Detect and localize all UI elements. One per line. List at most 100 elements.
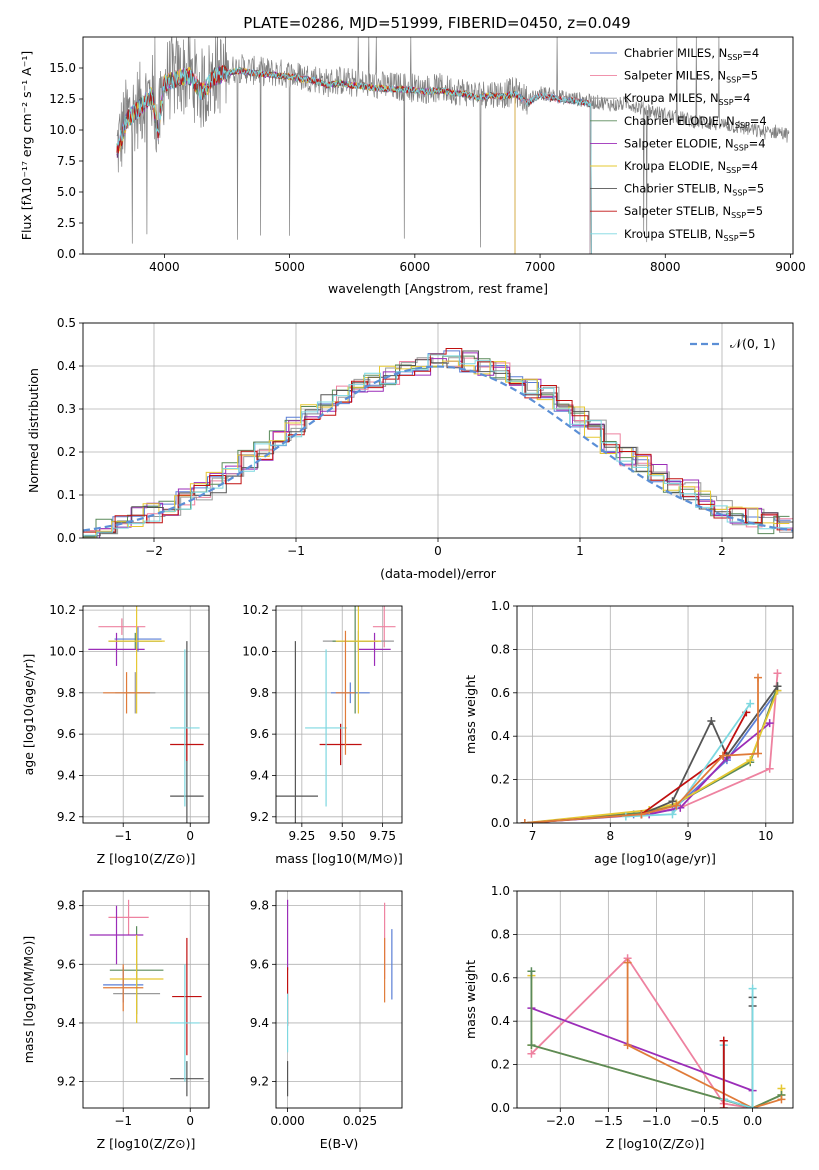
plus-marker bbox=[527, 1041, 536, 1050]
y-tick-label: 5.0 bbox=[57, 185, 76, 199]
y-tick-label: 9.4 bbox=[57, 1016, 76, 1030]
legend-label: Chabrier ELODIE, NSSP=4 bbox=[624, 114, 767, 130]
plus-marker bbox=[773, 669, 782, 678]
y-tick-label: 0.0 bbox=[491, 816, 510, 830]
errorbar-point bbox=[103, 672, 151, 714]
x-tick-label: 7000 bbox=[525, 260, 556, 274]
y-tick-label: 10.0 bbox=[49, 644, 76, 658]
plot-area bbox=[520, 669, 782, 823]
y-tick-label: 9.6 bbox=[250, 727, 269, 741]
mass-weight-line bbox=[633, 690, 779, 816]
y-tick-label: 1.0 bbox=[491, 884, 510, 898]
histogram-step-line bbox=[86, 357, 793, 535]
x-tick-label: 9.75 bbox=[369, 829, 396, 843]
y-tick-label: 9.4 bbox=[57, 768, 76, 782]
mass-weight-line bbox=[626, 962, 782, 1108]
y-tick-label: 7.5 bbox=[57, 154, 76, 168]
mass-weight-line bbox=[531, 1007, 753, 1092]
axes-frame bbox=[516, 605, 794, 824]
errorbar-point bbox=[170, 641, 204, 823]
axes-frame bbox=[82, 605, 210, 824]
y-tick-label: 2.5 bbox=[57, 216, 76, 230]
x-tick-label: 6000 bbox=[400, 260, 431, 274]
y-tick-label: 9.8 bbox=[250, 686, 269, 700]
errorbar-point bbox=[98, 618, 146, 635]
x-tick-label: 9 bbox=[684, 829, 692, 843]
x-tick-label: −2 bbox=[145, 544, 163, 558]
x-tick-label: 0.000 bbox=[270, 1114, 304, 1128]
x-tick-label: 7 bbox=[529, 829, 537, 843]
x-axis-label: mass [log10(M/M⊙)] bbox=[275, 851, 403, 866]
mass-weight-line bbox=[722, 988, 754, 1108]
model-spectrum-line bbox=[116, 65, 592, 254]
errorbar-point bbox=[103, 964, 144, 1012]
plus-marker bbox=[672, 801, 681, 810]
plot-area bbox=[88, 606, 204, 823]
plot-area bbox=[116, 37, 790, 254]
x-tick-label: −1 bbox=[114, 829, 132, 843]
x-tick-label: 0.0 bbox=[743, 1114, 762, 1128]
errorbar-point bbox=[170, 727, 204, 761]
y-tick-label: 0.4 bbox=[57, 359, 76, 373]
y-tick-label: 0.0 bbox=[491, 1101, 510, 1115]
errorbar-point bbox=[276, 641, 318, 823]
legend: Chabrier MILES, NSSP=4 Salpeter MILES, NS… bbox=[590, 46, 767, 243]
errorbar-point bbox=[172, 937, 202, 1056]
axes-mass_vs_Z: −1 0 9.2 9.4 9.6 9.8 Z [log10(Z/Z⊙)] mass [log1… bbox=[21, 890, 210, 1151]
errorbar-point bbox=[170, 1061, 204, 1097]
mass-weight-line bbox=[524, 690, 779, 823]
y-tick-label: 12.5 bbox=[49, 92, 76, 106]
plus-marker bbox=[623, 958, 632, 967]
errorbar-point bbox=[170, 964, 200, 1082]
mass-weight-line bbox=[530, 956, 753, 1108]
model-spectrum-line bbox=[116, 65, 591, 254]
x-tick-label: 9000 bbox=[775, 260, 806, 274]
axes-weight_vs_Z: −2.0 −1.5 −1.0 −0.5 0.0 0.0 0.2 0.4 0.6 0.8 1.0 Z [… bbox=[463, 884, 794, 1151]
y-tick-label: 9.4 bbox=[250, 1016, 269, 1030]
plus-marker bbox=[746, 699, 755, 708]
x-tick-label: 9.50 bbox=[329, 829, 356, 843]
histogram-step-line bbox=[83, 354, 791, 536]
y-tick-label: 0.6 bbox=[491, 971, 510, 985]
y-axis-label: Flux [fλ10⁻¹⁷ erg cm⁻² s⁻¹ A⁻¹] bbox=[19, 51, 34, 240]
mass-weight-line bbox=[640, 711, 748, 816]
legend-label: Chabrier STELIB, NSSP=5 bbox=[624, 182, 764, 198]
legend-label: Salpeter STELIB, NSSP=5 bbox=[624, 204, 763, 220]
plus-marker bbox=[520, 819, 529, 823]
y-tick-label: 15.0 bbox=[49, 61, 76, 75]
x-axis-label: E(B-V) bbox=[320, 1136, 359, 1151]
y-tick-label: 0.6 bbox=[491, 686, 510, 700]
errorbar-point bbox=[170, 649, 200, 807]
y-tick-label: 0.8 bbox=[491, 642, 510, 656]
axes-frame bbox=[82, 36, 794, 255]
legend-label: 𝒩(0, 1) bbox=[730, 336, 776, 351]
x-tick-label: 9.25 bbox=[288, 829, 315, 843]
plus-marker bbox=[748, 984, 757, 993]
mass-weight-line bbox=[722, 997, 754, 1108]
normal-distribution-curve bbox=[83, 365, 793, 532]
x-tick-label: 5000 bbox=[274, 260, 305, 274]
errorbar-point bbox=[88, 632, 145, 666]
axes-frame bbox=[275, 890, 403, 1109]
axes-frame bbox=[82, 890, 210, 1109]
histogram-step-line bbox=[83, 352, 793, 538]
x-axis-label: Z [log10(Z/Z⊙)] bbox=[97, 851, 196, 866]
y-tick-label: 1.0 bbox=[491, 599, 510, 613]
plus-marker bbox=[754, 673, 763, 682]
y-axis-label: mass weight bbox=[463, 675, 478, 754]
y-tick-label: 10.2 bbox=[49, 603, 76, 617]
y-axis-label: mass weight bbox=[463, 960, 478, 1039]
y-tick-label: 10.0 bbox=[242, 644, 269, 658]
plot-area bbox=[83, 348, 793, 538]
errorbar-point bbox=[335, 630, 356, 755]
y-tick-label: 0.5 bbox=[57, 316, 76, 330]
plus-marker bbox=[668, 797, 677, 806]
y-axis-label: age [log10(age/yr)] bbox=[21, 654, 36, 776]
y-tick-label: 0.4 bbox=[491, 1014, 510, 1028]
x-tick-label: −1.0 bbox=[642, 1114, 671, 1128]
x-axis-label: Z [log10(Z/Z⊙)] bbox=[97, 1136, 196, 1151]
legend-label: Kroupa MILES, NSSP=4 bbox=[624, 91, 750, 107]
plus-marker bbox=[707, 717, 716, 726]
x-tick-label: 8 bbox=[606, 829, 614, 843]
